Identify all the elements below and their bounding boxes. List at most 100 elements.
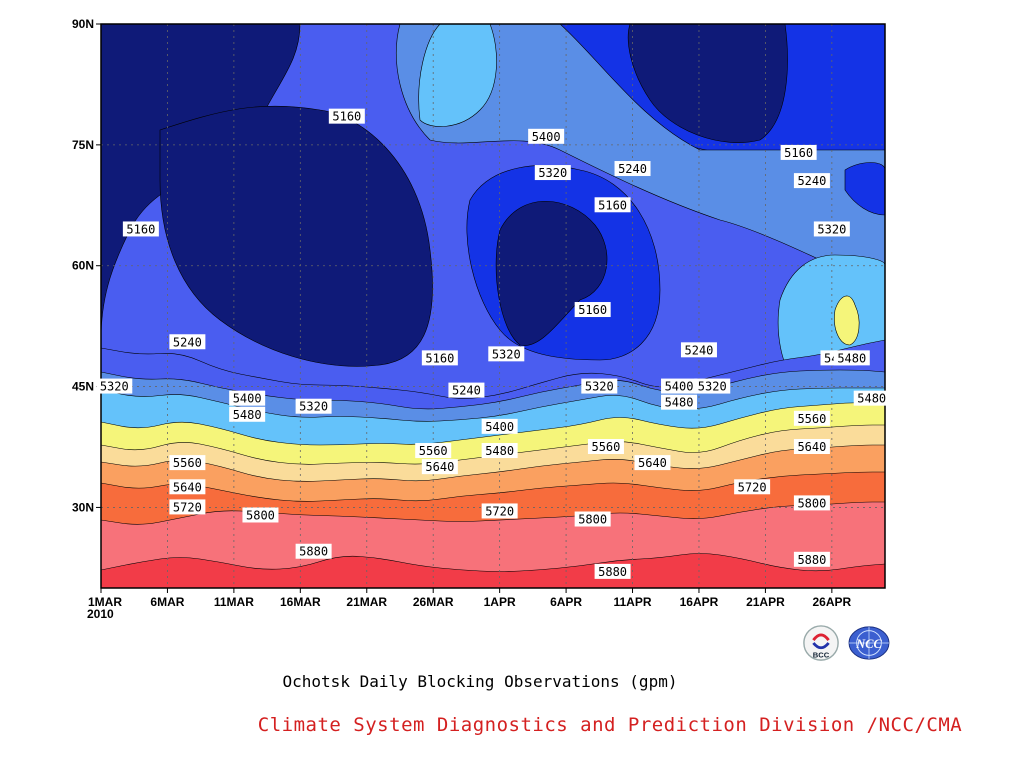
contour-label-text: 5880 (797, 553, 826, 567)
contour-label: 5560 (415, 443, 452, 459)
contour-label-text: 5880 (299, 545, 328, 559)
blob-5240-east (844, 162, 885, 216)
contour-label-text: 5720 (173, 500, 202, 514)
contour-label-bg (680, 342, 717, 358)
contour-label: 5320 (96, 378, 133, 394)
contour-label-text: 5480 (665, 396, 694, 410)
contour-label: 5240 (448, 382, 485, 398)
contour-label: 5400 (661, 378, 698, 394)
contour-label-bg (295, 543, 332, 559)
contour-label: 5160 (421, 350, 458, 366)
contour-label-bg (122, 221, 159, 237)
blob-5160-mar (159, 105, 433, 367)
contour-label-bg (169, 334, 206, 350)
contour-label-bg (833, 350, 870, 366)
contour-label-bg (793, 495, 830, 511)
contour-label-bg (481, 418, 518, 434)
contour-label-bg (295, 398, 332, 414)
contour-label-bg (169, 455, 206, 471)
contour-label-text: 5320 (492, 347, 521, 361)
contour-label-text: 5560 (173, 456, 202, 470)
contour-label-bg (96, 378, 133, 394)
y-tick-label: 75N (72, 138, 94, 152)
band-5960 (101, 553, 885, 588)
contour-label-text: 5800 (578, 513, 607, 527)
contour-label: 5800 (574, 511, 611, 527)
contour-label: 5320 (694, 378, 731, 394)
x-tick-label: 26MAR (413, 595, 454, 609)
contour-label-bg (581, 378, 618, 394)
contour-label-bg (634, 455, 671, 471)
contour-label: 5320 (295, 398, 332, 414)
contour-label: 5320 (534, 165, 571, 181)
contour-label-bg (780, 144, 817, 160)
contour-label-bg (415, 443, 452, 459)
contour-label-text: 5320 (100, 380, 129, 394)
contour-label-text: 5400 (532, 130, 561, 144)
contour-label: 5720 (169, 499, 206, 515)
contour-label-text: 5800 (797, 496, 826, 510)
contour-label-bg (229, 406, 266, 422)
y-tick-label: 30N (72, 500, 94, 514)
contour-label-bg (169, 479, 206, 495)
bcc-logo: BCC (803, 625, 839, 661)
contour-label-text: 5400 (665, 380, 694, 394)
contour-label-text: 5160 (126, 222, 155, 236)
contour-label: 5320 (488, 346, 525, 362)
contour-label-text: 5240 (797, 174, 826, 188)
svg-text:BCC: BCC (813, 650, 830, 659)
contour-label: 5800 (242, 507, 279, 523)
contour-label-text: 5640 (173, 480, 202, 494)
contour-label-text: 5320 (817, 222, 846, 236)
contour-label: 5480 (661, 394, 698, 410)
contour-label: 5240 (793, 173, 830, 189)
contour-label: 5720 (481, 503, 518, 519)
contour-label: 5160 (780, 144, 817, 160)
contour-label-text: 5800 (246, 508, 275, 522)
contour-label-text: 5640 (797, 440, 826, 454)
contour-label-text: 5560 (419, 444, 448, 458)
contour-label: 5880 (793, 551, 830, 567)
contour-label-text: 5880 (598, 565, 627, 579)
contour-label-text: 5480 (857, 392, 886, 406)
contour-label: 5480 (229, 406, 266, 422)
contour-label-bg (734, 479, 771, 495)
x-tick-label: 1MAR (88, 595, 122, 609)
contour-label-bg (242, 507, 279, 523)
contour-label-text: 5560 (797, 412, 826, 426)
contour-label-bg (534, 165, 571, 181)
contour-label-bg (481, 443, 518, 459)
contour-label-text: 5160 (425, 351, 454, 365)
blob-5160-apr (495, 200, 608, 346)
x-tick-label: 11APR (614, 595, 652, 609)
contour-label-bg (793, 439, 830, 454)
contour-label-text: 5720 (485, 504, 514, 518)
blob-5400-north (395, 24, 885, 291)
ncc-logo: NCC (848, 626, 890, 660)
contour-label-bg (421, 459, 458, 475)
contour-label-bg (793, 551, 830, 567)
contour-label-bg (793, 173, 830, 189)
y-tick-label: 60N (72, 259, 94, 273)
contour-label: 5640 (634, 455, 671, 471)
contour-label: 5720 (734, 479, 771, 495)
contour-label-text: 5400 (485, 420, 514, 434)
y-tick-label: 45N (72, 380, 94, 394)
contour-label-text: 5160 (784, 146, 813, 160)
contour-label: 5480 (833, 350, 870, 366)
contour-label-bg (169, 499, 206, 515)
contour-label: 5880 (295, 543, 332, 559)
contour-label: 5480 (481, 443, 518, 459)
contour-label: 5880 (594, 563, 631, 579)
contour-label-bg (229, 390, 266, 406)
contour-label: 5160 (594, 197, 631, 213)
contour-label-bg (421, 350, 458, 366)
contour-label: 5480 (853, 390, 890, 406)
contour-label: 5320 (581, 378, 618, 394)
y-tick-label: 90N (72, 17, 94, 31)
x-tick-label: 16MAR (280, 595, 321, 609)
contour-label-text: 5240 (173, 335, 202, 349)
contour-label-bg (793, 410, 830, 426)
x-year-label: 2010 (87, 607, 114, 621)
contour-label: 5160 (122, 221, 159, 237)
